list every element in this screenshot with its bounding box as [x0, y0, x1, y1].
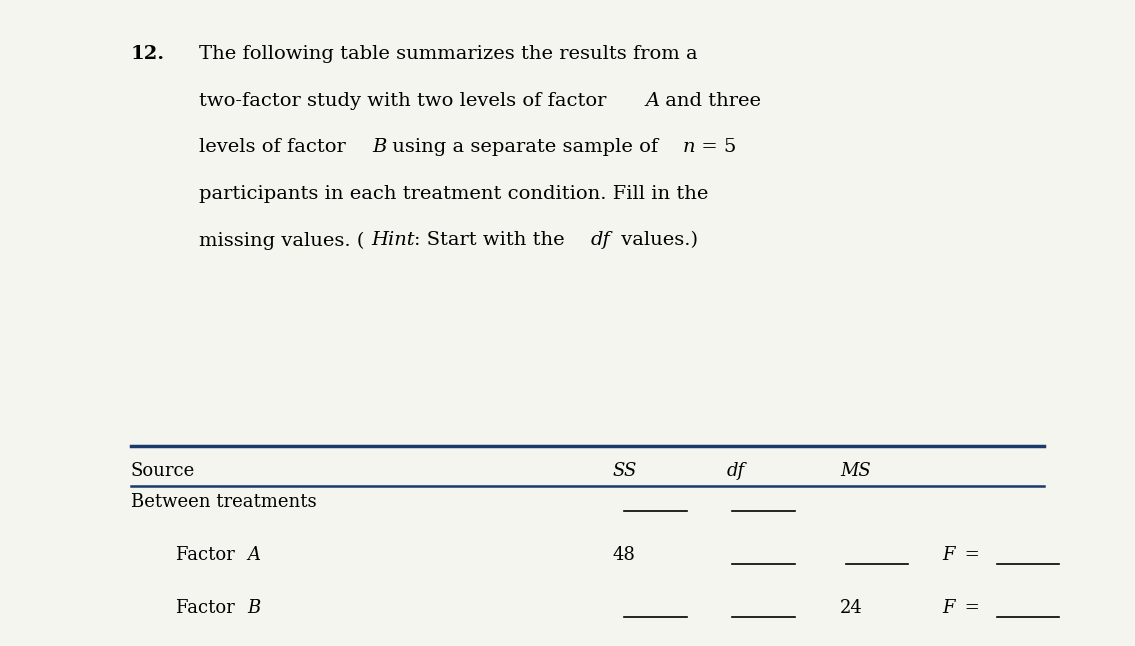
Text: : Start with the: : Start with the	[414, 231, 571, 249]
Text: B: B	[372, 138, 387, 156]
Text: =: =	[959, 546, 980, 564]
Text: Factor: Factor	[176, 546, 241, 564]
Text: 12.: 12.	[131, 45, 165, 63]
Text: levels of factor: levels of factor	[199, 138, 352, 156]
Text: values.): values.)	[615, 231, 698, 249]
Text: = 5: = 5	[695, 138, 735, 156]
Text: missing values. (: missing values. (	[199, 231, 364, 249]
Text: MS: MS	[840, 462, 871, 480]
Text: F: F	[942, 546, 955, 564]
Text: 24: 24	[840, 599, 863, 617]
Text: and three: and three	[659, 92, 762, 110]
Text: Factor: Factor	[176, 599, 241, 617]
Text: SS: SS	[613, 462, 637, 480]
Text: participants in each treatment condition. Fill in the: participants in each treatment condition…	[199, 185, 708, 203]
Text: Hint: Hint	[371, 231, 414, 249]
Text: B: B	[247, 599, 261, 617]
Text: Between treatments: Between treatments	[131, 493, 317, 511]
Text: F: F	[942, 599, 955, 617]
Text: =: =	[959, 599, 980, 617]
Text: A: A	[247, 546, 260, 564]
Text: A: A	[646, 92, 659, 110]
Text: df: df	[726, 462, 745, 480]
Text: The following table summarizes the results from a: The following table summarizes the resul…	[199, 45, 697, 63]
Text: 48: 48	[613, 546, 636, 564]
Text: n: n	[682, 138, 695, 156]
Text: df: df	[590, 231, 609, 249]
Text: two-factor study with two levels of factor: two-factor study with two levels of fact…	[199, 92, 612, 110]
Text: using a separate sample of: using a separate sample of	[386, 138, 664, 156]
Text: Source: Source	[131, 462, 195, 480]
